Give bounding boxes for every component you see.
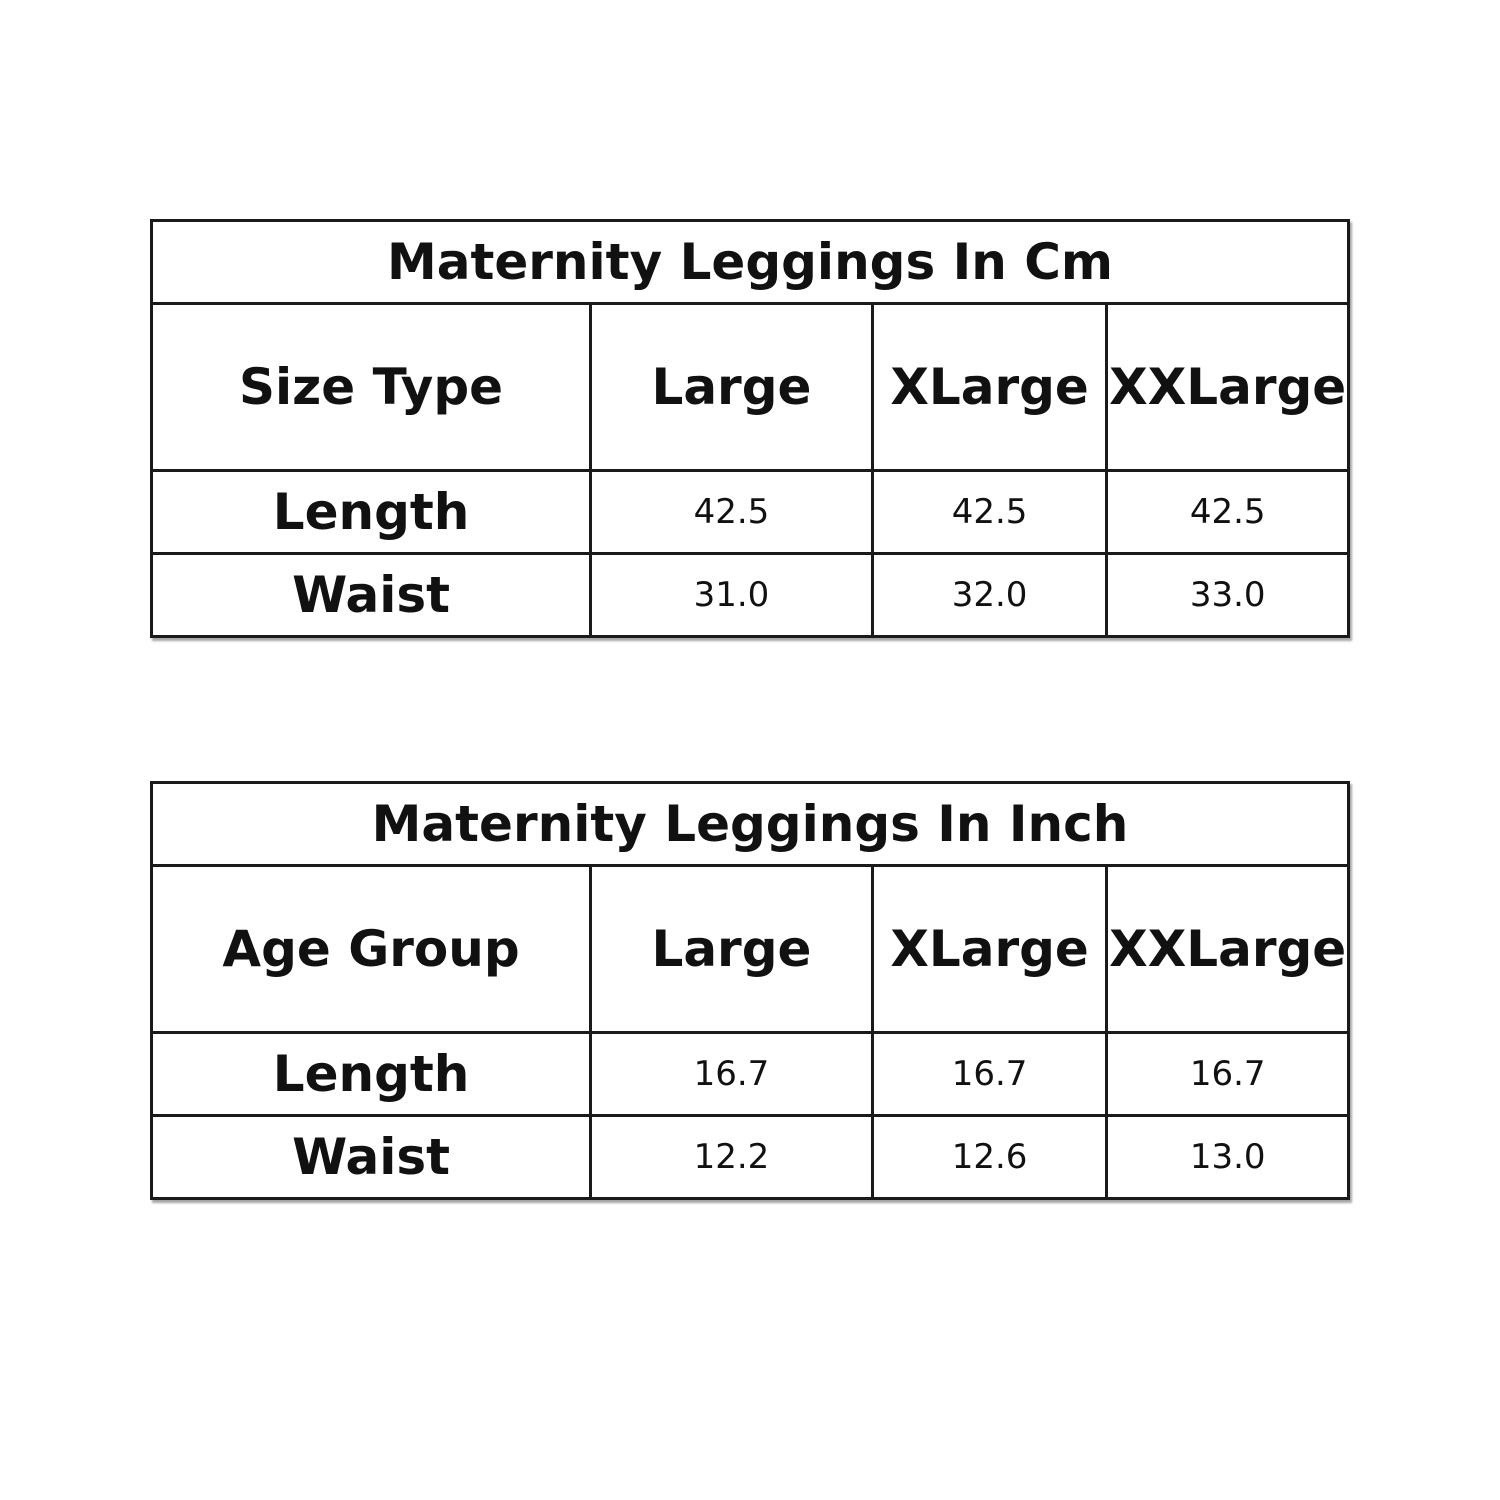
value-cell: 42.5 (589, 469, 874, 555)
value-cell: 32.0 (870, 552, 1109, 638)
header-cell-xlarge: XLarge (870, 302, 1109, 472)
header-cell-age-group: Age Group (149, 864, 593, 1034)
table-title-row: Maternity Leggings In Cm (150, 219, 1350, 305)
size-chart-inch: Maternity Leggings In Inch Age Group Lar… (149, 781, 1350, 1200)
value-cell: 12.6 (870, 1114, 1109, 1200)
table-row: Length 16.7 16.7 16.7 (149, 1031, 1350, 1117)
table-row: Waist 31.0 32.0 33.0 (149, 552, 1350, 638)
table-row: Length 42.5 42.5 42.5 (149, 469, 1350, 555)
value-cell: 33.0 (1105, 552, 1350, 638)
header-cell-xlarge: XLarge (870, 864, 1109, 1034)
table-header-row: Size Type Large XLarge XXLarge (149, 302, 1350, 472)
value-cell: 16.7 (1105, 1031, 1350, 1117)
value-cell: 31.0 (589, 552, 874, 638)
header-cell-large: Large (589, 302, 874, 472)
size-chart-cm: Maternity Leggings In Cm Size Type Large… (149, 219, 1350, 638)
value-cell: 13.0 (1105, 1114, 1350, 1200)
table-title: Maternity Leggings In Cm (150, 219, 1350, 305)
value-cell: 16.7 (589, 1031, 874, 1117)
header-cell-large: Large (589, 864, 874, 1034)
table-title: Maternity Leggings In Inch (150, 781, 1350, 867)
header-cell-size-type: Size Type (149, 302, 593, 472)
header-cell-xxlarge: XXLarge (1105, 302, 1350, 472)
value-cell: 16.7 (870, 1031, 1109, 1117)
value-cell: 42.5 (870, 469, 1109, 555)
row-label-waist: Waist (149, 1114, 593, 1200)
table-row: Waist 12.2 12.6 13.0 (149, 1114, 1350, 1200)
row-label-length: Length (149, 469, 593, 555)
row-label-waist: Waist (149, 552, 593, 638)
header-cell-xxlarge: XXLarge (1105, 864, 1350, 1034)
value-cell: 42.5 (1105, 469, 1350, 555)
table-header-row: Age Group Large XLarge XXLarge (149, 864, 1350, 1034)
table-title-row: Maternity Leggings In Inch (150, 781, 1350, 867)
row-label-length: Length (149, 1031, 593, 1117)
value-cell: 12.2 (589, 1114, 874, 1200)
